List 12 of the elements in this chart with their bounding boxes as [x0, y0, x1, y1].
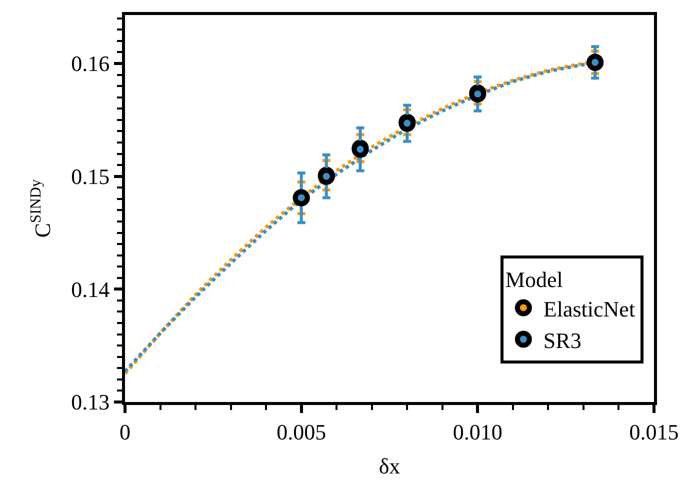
y-tick-label: 0.15: [71, 164, 110, 190]
legend-title: Model: [505, 266, 563, 292]
y-tick-label: 0.13: [71, 390, 110, 415]
x-tick-label: 0.010: [452, 419, 502, 444]
y-tick-label: 0.14: [71, 276, 110, 302]
x-tick-label: 0.005: [276, 419, 326, 444]
y-tick-label: 0.16: [71, 51, 110, 76]
legend-label: ElasticNet: [543, 296, 636, 322]
x-tick-label: 0.015: [629, 419, 679, 444]
legend-label: SR3: [543, 328, 582, 353]
x-tick-label: 0: [120, 419, 130, 444]
x-axis-title: δx: [378, 453, 400, 478]
